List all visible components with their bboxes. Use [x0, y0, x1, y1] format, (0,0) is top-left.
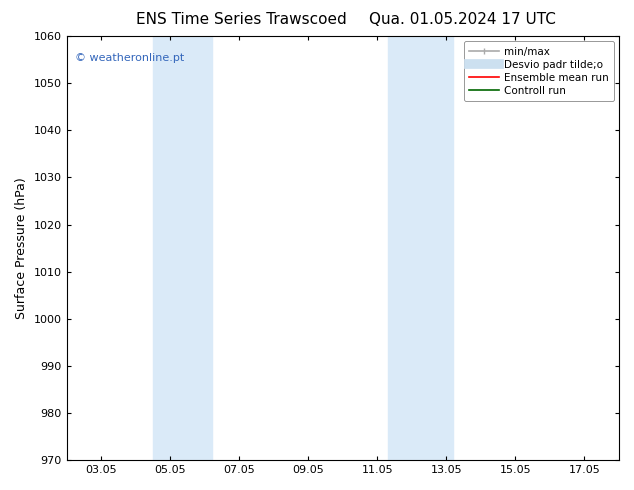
Bar — [387, 36, 453, 460]
Text: ENS Time Series Trawscoed: ENS Time Series Trawscoed — [136, 12, 346, 27]
Text: Qua. 01.05.2024 17 UTC: Qua. 01.05.2024 17 UTC — [370, 12, 556, 27]
Text: © weatheronline.pt: © weatheronline.pt — [75, 53, 184, 63]
Legend: min/max, Desvio padr tilde;o, Ensemble mean run, Controll run: min/max, Desvio padr tilde;o, Ensemble m… — [464, 41, 614, 101]
Bar — [153, 36, 212, 460]
Y-axis label: Surface Pressure (hPa): Surface Pressure (hPa) — [15, 177, 28, 319]
